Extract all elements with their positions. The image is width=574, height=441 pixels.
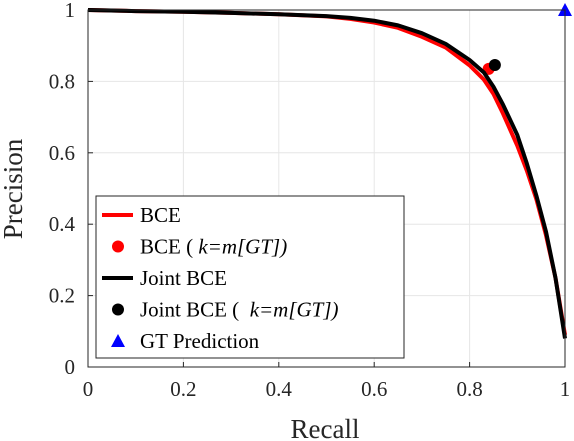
x-tick-label: 0.4 bbox=[266, 377, 293, 401]
x-tick-label: 0.8 bbox=[456, 377, 482, 401]
legend-label: Joint BCE ( k=m[GT]) bbox=[140, 298, 339, 322]
axes bbox=[87, 9, 566, 368]
y-tick-label: 0.6 bbox=[49, 141, 75, 165]
y-tick-label: 0.8 bbox=[49, 69, 75, 93]
x-tick-label: 1 bbox=[560, 377, 571, 401]
x-tick-label: 0 bbox=[83, 377, 94, 401]
x-axis-label: Recall bbox=[291, 414, 360, 441]
y-tick-label: 0 bbox=[65, 355, 76, 379]
series-layer bbox=[87, 3, 572, 339]
y-tick-label: 0.4 bbox=[49, 212, 76, 236]
legend-box bbox=[95, 195, 405, 359]
y-tick-label: 1 bbox=[65, 0, 76, 22]
legend-label: BCE bbox=[140, 203, 181, 227]
legend-swatch-circle bbox=[112, 303, 124, 316]
y-axis-label: Precision bbox=[0, 138, 28, 239]
x-tick-label: 0.6 bbox=[361, 377, 387, 401]
tick-labels: 0 0.2 0.4 0.6 0.8 1 0 0.2 0.4 0.6 0.8 1 bbox=[49, 0, 571, 401]
x-tick-label: 0.2 bbox=[170, 377, 196, 401]
y-tick-label: 0.2 bbox=[49, 284, 75, 308]
legend-label: Joint BCE bbox=[140, 266, 227, 290]
legend-label: BCE ( k=m[GT]) bbox=[140, 235, 287, 259]
legend-label: GT Prediction bbox=[140, 329, 260, 353]
axes-box bbox=[87, 9, 566, 368]
series-line bbox=[87, 8, 567, 339]
series-point bbox=[488, 58, 501, 71]
legend: BCE BCE ( k=m[GT]) Joint BCE Joint BCE ( k=… bbox=[95, 195, 405, 359]
legend-swatch-triangle bbox=[111, 334, 125, 347]
legend-swatch-circle bbox=[112, 240, 124, 253]
